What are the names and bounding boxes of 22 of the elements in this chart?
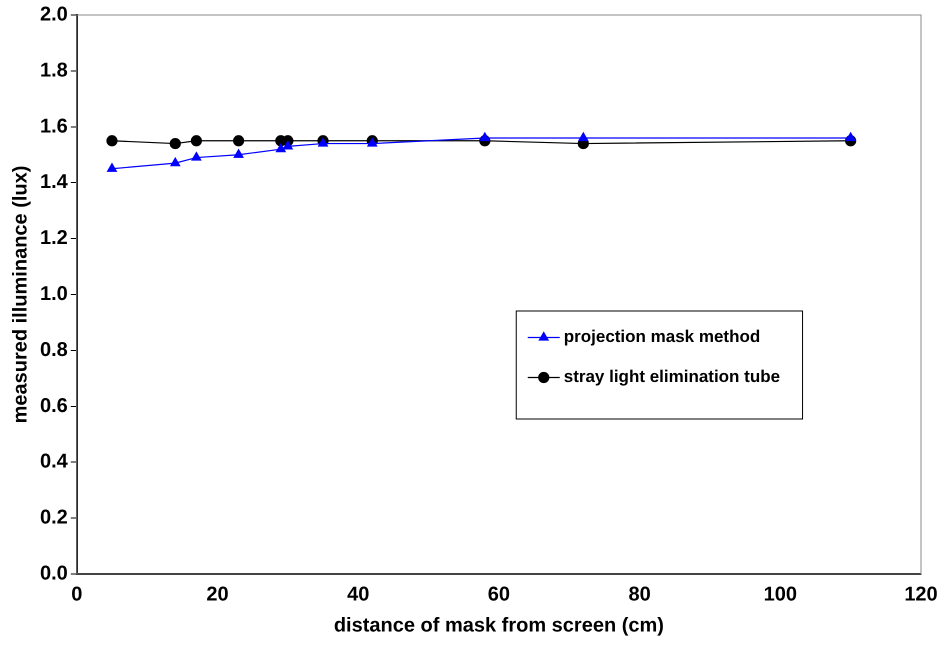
legend-label: projection mask method: [564, 327, 760, 346]
x-tick-label: 0: [71, 584, 82, 606]
x-tick-label: 120: [904, 584, 938, 606]
y-tick-label: 1.6: [40, 115, 68, 138]
y-tick-label: 1.0: [40, 283, 68, 306]
x-tick-label: 20: [206, 584, 229, 606]
y-tick-label: 0.8: [40, 338, 68, 361]
y-tick-label: 1.8: [40, 59, 68, 82]
x-tick-label: 80: [628, 584, 651, 606]
y-tick-label: 0.0: [40, 562, 68, 585]
x-axis-title: distance of mask from screen (cm): [334, 614, 664, 637]
y-tick-label: 0.6: [40, 394, 68, 417]
x-tick-label: 100: [764, 584, 797, 606]
x-tick-label: 40: [347, 584, 370, 606]
x-tick-label: 60: [488, 584, 510, 606]
legend-label: stray light elimination tube: [564, 367, 780, 386]
y-tick-label: 2.0: [40, 4, 68, 26]
y-tick-label: 0.2: [40, 506, 68, 529]
y-tick-label: 0.4: [40, 450, 69, 473]
y-tick-label: 1.2: [40, 227, 68, 250]
y-tick-label: 1.4: [40, 171, 69, 194]
y-axis-title: measured illuminance (lux): [10, 166, 32, 424]
